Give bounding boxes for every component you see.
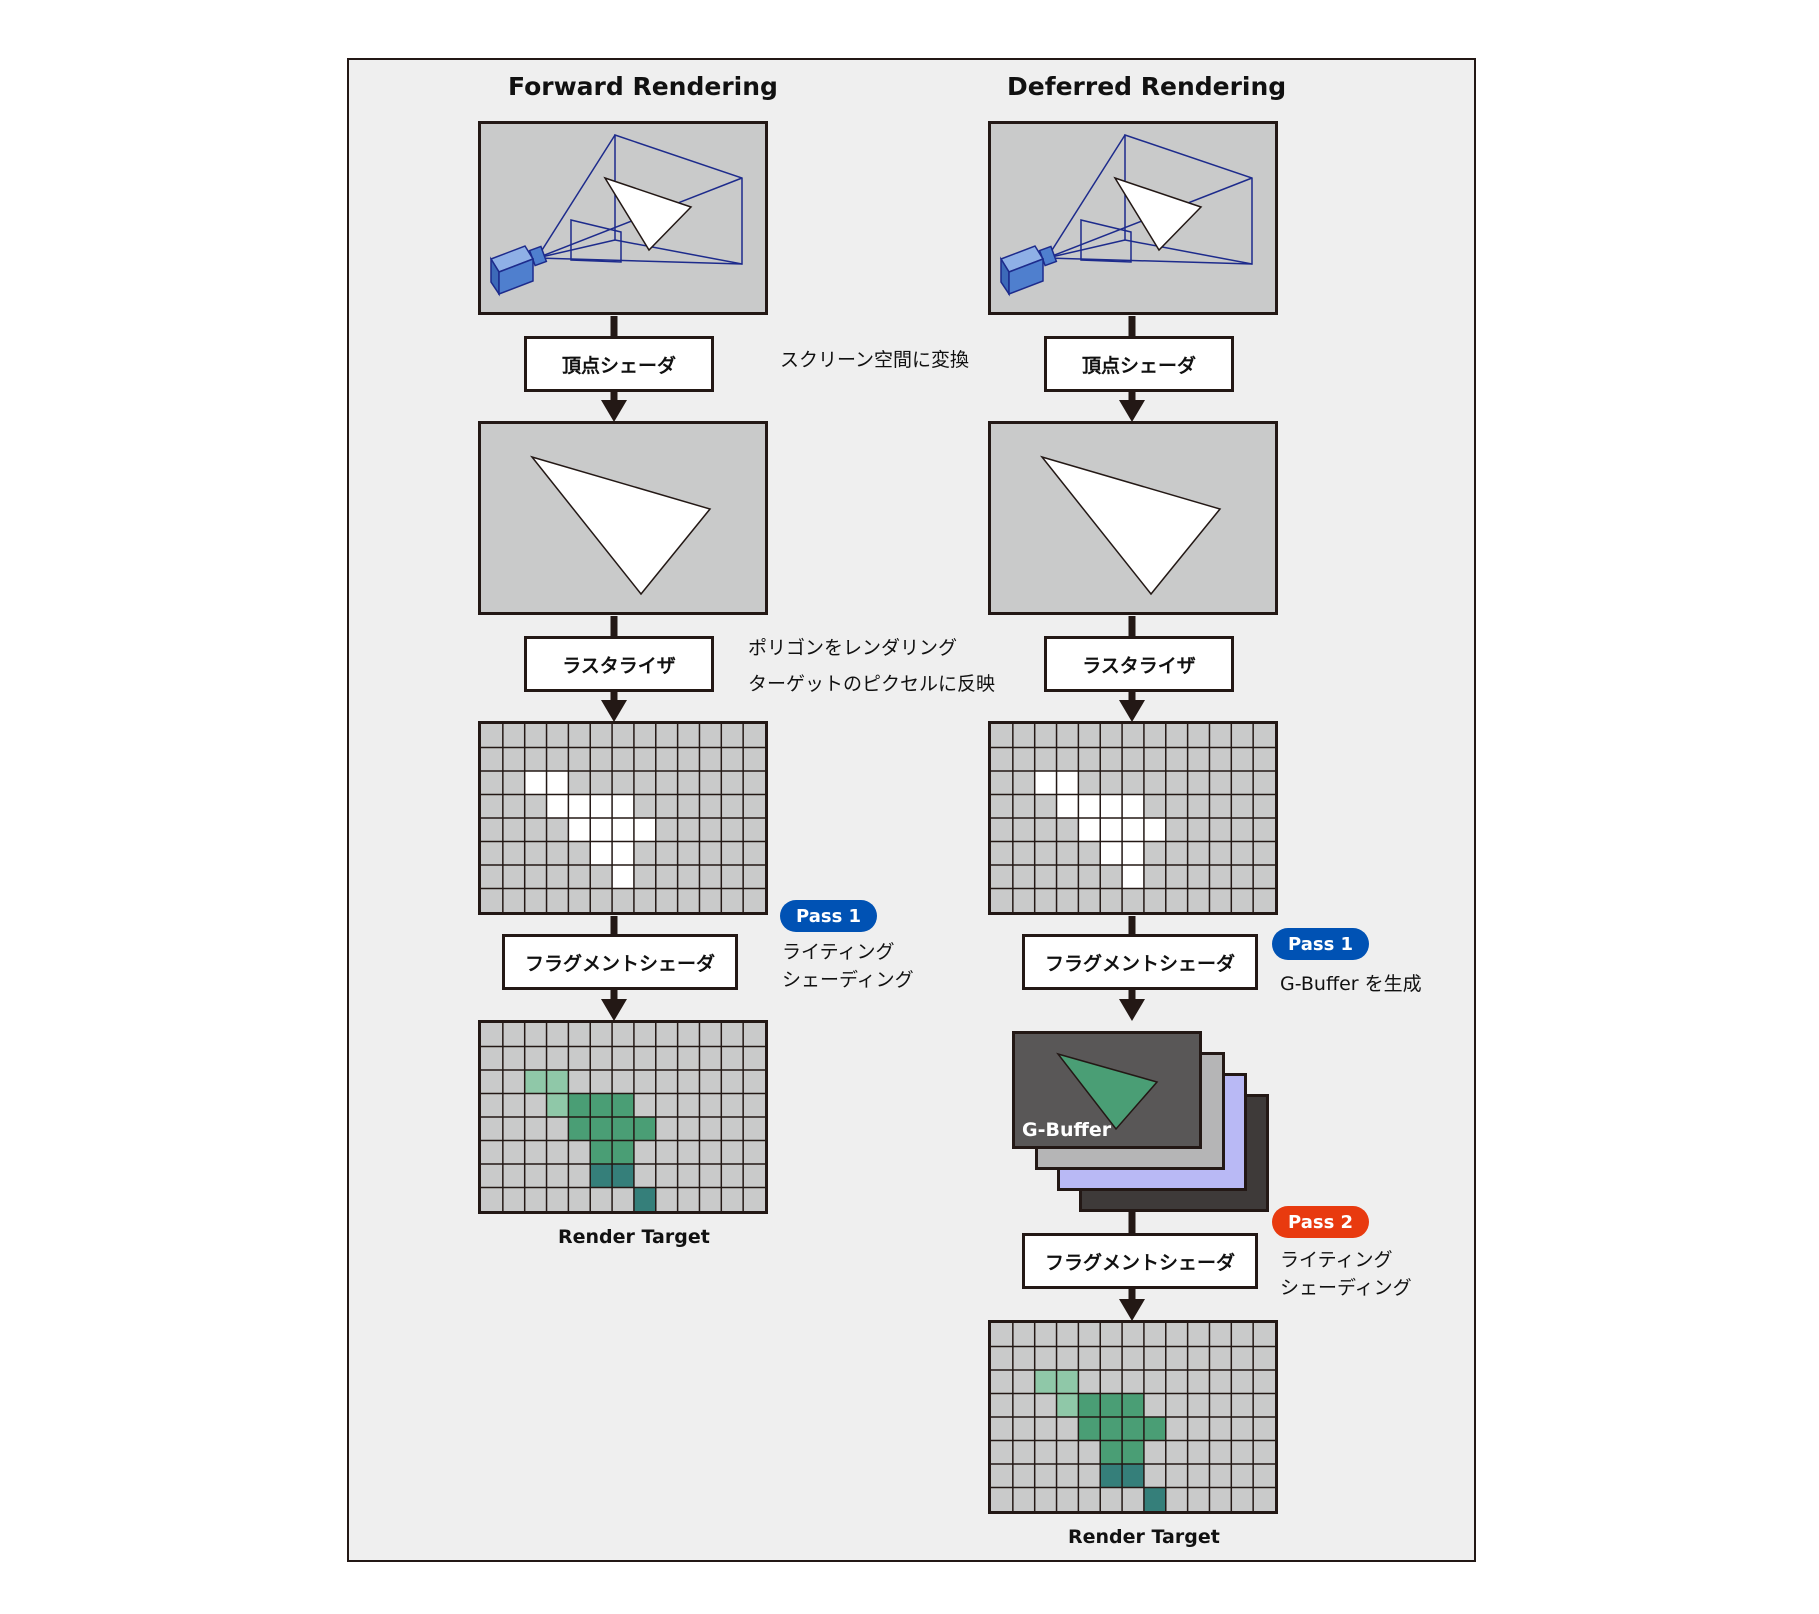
- deferred-rendering-title: Deferred Rendering: [1007, 72, 1287, 101]
- pixel-cell: [590, 841, 613, 865]
- pixel-cell: [612, 1093, 634, 1117]
- pixel-cell: [612, 1140, 634, 1164]
- pixel-cell: [1078, 818, 1101, 842]
- note-rasterize-line2: ターゲットのピクセルに反映: [748, 673, 996, 695]
- note-screen-space: スクリーン空間に変換: [780, 349, 970, 371]
- forward-rendering-title: Forward Rendering: [508, 72, 778, 101]
- deferred-fragment-shader-pass1: フラグメントシェーダ: [1022, 934, 1258, 990]
- pixel-cell: [612, 794, 634, 818]
- forward-render-target: [478, 1020, 768, 1214]
- pixel-cell: [590, 818, 613, 842]
- deferred-scene-panel: [988, 121, 1278, 315]
- pixel-cell: [1034, 771, 1057, 795]
- pixel-cell: [612, 818, 634, 842]
- pixel-cell: [546, 1070, 569, 1094]
- pixel-cell: [1143, 1417, 1166, 1441]
- note-deferred-shading: シェーディング: [1280, 1277, 1412, 1299]
- camera-icon: [999, 245, 1058, 297]
- pixel-cell: [1100, 841, 1123, 865]
- pixel-cell: [524, 1070, 547, 1094]
- pixel-cell: [590, 1117, 613, 1141]
- deferred-pass2-badge: Pass 2: [1272, 1206, 1370, 1238]
- pixel-cell: [1143, 818, 1166, 842]
- forward-triangle-panel: [478, 421, 768, 615]
- gbuffer-triangle: [1056, 1052, 1159, 1131]
- pixel-cell: [568, 794, 591, 818]
- pixel-cell: [1122, 1464, 1144, 1488]
- forward-vertex-shader: 頂点シェーダ: [524, 336, 714, 392]
- deferred-raster-grid: [988, 721, 1278, 915]
- pixel-cell: [1143, 1487, 1166, 1511]
- pixel-cell: [612, 1117, 634, 1141]
- deferred-rasterizer: ラスタライザ: [1044, 636, 1234, 692]
- forward-render-target-svg: [481, 1023, 765, 1211]
- pixel-cell: [590, 794, 613, 818]
- pixel-cell: [546, 1093, 569, 1117]
- forward-fragment-shader: フラグメントシェーダ: [502, 934, 738, 990]
- pixel-cell: [633, 1117, 656, 1141]
- pixel-cell: [1100, 1464, 1123, 1488]
- deferred-vertex-shader: 頂点シェーダ: [1044, 336, 1234, 392]
- pixel-cell: [1078, 1393, 1101, 1417]
- gbuffer-label: G-Buffer: [1022, 1119, 1112, 1141]
- forward-camera-frustum: [489, 133, 743, 297]
- pixel-cell: [568, 1093, 591, 1117]
- deferred-camera-frustum: [999, 133, 1253, 297]
- pixel-cell: [1056, 771, 1079, 795]
- pixel-cell: [1056, 1370, 1079, 1394]
- pixel-cell: [1122, 1393, 1144, 1417]
- deferred-render-target-label: Render Target: [1068, 1526, 1220, 1548]
- pixel-cell: [590, 1140, 613, 1164]
- forward-pass1-badge: Pass 1: [780, 900, 878, 932]
- forward-rasterizer: ラスタライザ: [524, 636, 714, 692]
- gbuffer-layer-1: [1012, 1031, 1202, 1149]
- pixel-cell: [1078, 1417, 1101, 1441]
- pixel-cell: [524, 771, 547, 795]
- note-rasterize-line1: ポリゴンをレンダリング: [748, 637, 958, 659]
- pixel-cell: [612, 865, 634, 889]
- note-deferred-lighting: ライティング: [1280, 1249, 1393, 1271]
- pixel-cell: [568, 1117, 591, 1141]
- pixel-cell: [1100, 1440, 1123, 1464]
- pixel-cell: [1034, 1370, 1057, 1394]
- pixel-cell: [1056, 794, 1079, 818]
- pixel-cell: [633, 1187, 656, 1211]
- pixel-cell: [633, 818, 656, 842]
- pixel-cell: [1056, 1393, 1079, 1417]
- pixel-cell: [1122, 818, 1144, 842]
- pixel-cell: [590, 1093, 613, 1117]
- pixel-cell: [612, 841, 634, 865]
- deferred-render-target: [988, 1320, 1278, 1514]
- pixel-cell: [1122, 1417, 1144, 1441]
- forward-scene-panel: [478, 121, 768, 315]
- deferred-pass1-badge: Pass 1: [1272, 928, 1370, 960]
- camera-icon: [489, 245, 548, 297]
- pixel-cell: [1122, 794, 1144, 818]
- pixel-cell: [1122, 865, 1144, 889]
- forward-raster-grid: [478, 721, 768, 915]
- pixel-cell: [590, 1164, 613, 1188]
- pixel-cell: [1100, 794, 1123, 818]
- pixel-cell: [1100, 1393, 1123, 1417]
- pixel-cell: [1122, 841, 1144, 865]
- pixel-cell: [1100, 818, 1123, 842]
- deferred-fragment-shader-pass2: フラグメントシェーダ: [1022, 1233, 1258, 1289]
- forward-screen-triangle: [529, 455, 712, 596]
- note-forward-lighting: ライティング: [782, 941, 895, 963]
- pixel-cell: [1122, 1440, 1144, 1464]
- pixel-cell: [612, 1164, 634, 1188]
- pixel-cell: [568, 818, 591, 842]
- note-forward-shading: シェーディング: [782, 969, 914, 991]
- pixel-cell: [1100, 1417, 1123, 1441]
- deferred-raster-grid-svg: [991, 724, 1275, 912]
- deferred-triangle-panel: [988, 421, 1278, 615]
- deferred-screen-triangle: [1039, 455, 1222, 596]
- pixel-cell: [546, 794, 569, 818]
- forward-render-target-label: Render Target: [558, 1226, 710, 1248]
- forward-raster-grid-svg: [481, 724, 765, 912]
- deferred-render-target-svg: [991, 1323, 1275, 1511]
- note-gbuffer-generate: G-Buffer を生成: [1280, 973, 1422, 995]
- pixel-cell: [1078, 794, 1101, 818]
- pixel-cell: [546, 771, 569, 795]
